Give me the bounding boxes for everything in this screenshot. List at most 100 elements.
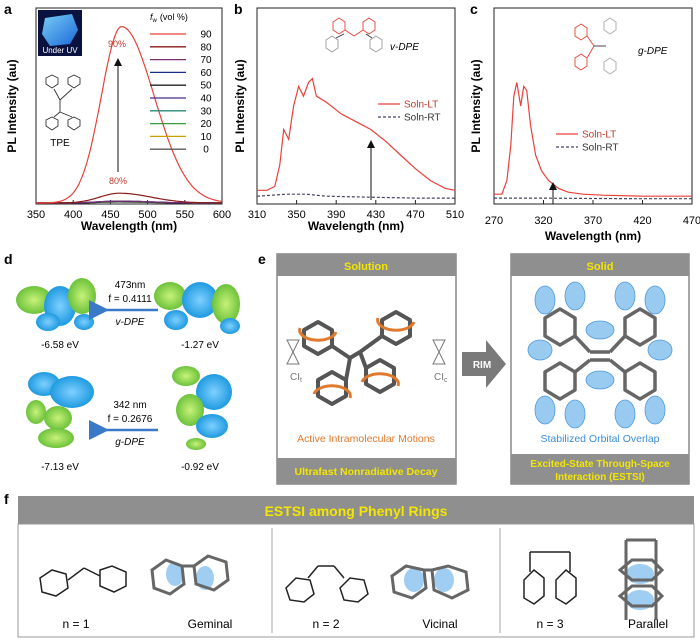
legend-entry: 30 (200, 106, 212, 117)
legend-entry: Soln-RT (582, 143, 619, 154)
chart-c-xlabel: Wavelength (nm) (545, 229, 641, 243)
estsi-title: ESTSI among Phenyl Rings (265, 503, 448, 519)
rim-label: RIM (473, 360, 491, 371)
series-line-soln-rt (256, 193, 455, 199)
legend-entry: 40 (200, 94, 212, 105)
legend-entry: Soln-LT (404, 100, 438, 111)
x-tick-label: 470 (683, 215, 700, 227)
panel-letter-b: b (234, 1, 243, 17)
series-line-90 (36, 26, 223, 204)
chart-a-xlabel: Wavelength (nm) (81, 219, 177, 233)
chart-b: PL Intensity (au) Wavelength (nm) 310 350… (233, 7, 464, 233)
overlap-caption: Stabilized Orbital Overlap (540, 433, 659, 445)
legend-entry: 60 (200, 68, 212, 79)
geminal-3d (150, 554, 230, 596)
chart-b-xlabel: Wavelength (nm) (308, 219, 404, 233)
x-tick-label: 400 (64, 209, 82, 221)
legend-entry: 0 (203, 145, 209, 156)
legend-entry: 50 (200, 81, 212, 92)
legend-title: fw (vol %) (150, 12, 188, 24)
legend-entry: 10 (200, 132, 212, 143)
chart-b-series (256, 77, 456, 199)
solid-box (510, 253, 690, 485)
chart-a: PL Intensity (au) Wavelength (nm) 350 400… (5, 7, 231, 233)
panel-letter-a: a (4, 1, 12, 17)
solid-molecule (543, 307, 657, 401)
vicinal-3d (390, 564, 470, 600)
series-line-80 (36, 192, 222, 204)
g-dpe-molecule (574, 17, 617, 75)
uv-inset-label: Under UV (42, 46, 78, 55)
panel-letter-c: c (470, 1, 478, 17)
chart-b-legend: Soln-LT Soln-RT (378, 100, 441, 124)
panel-letter-d: d (4, 251, 13, 267)
solid-title: Solid (587, 261, 614, 273)
x-tick-label: 320 (534, 215, 552, 227)
wavelength-bottom: 342 nm (113, 400, 146, 411)
x-tick-label: 600 (213, 209, 231, 221)
panel-letter-e: e (258, 251, 266, 267)
legend-entry: 20 (200, 119, 212, 130)
solid-footer-bar (511, 454, 689, 484)
legend-entry: Soln-RT (404, 113, 441, 124)
chart-c-ylabel: PL Intensity (au) (469, 59, 483, 152)
osc-bottom: f = 0.2676 (108, 414, 153, 425)
solid-footer-line1: Excited-State Through-Space (530, 459, 670, 470)
orbital-top-right (154, 282, 240, 334)
orbital-bottom-right (172, 366, 232, 450)
panel-e: Solution Ultrafast Nonradiative Decay CI… (276, 253, 690, 485)
orbital-bottom-left (26, 372, 94, 448)
energy-top-left: -6.58 eV (41, 340, 79, 351)
panel-letter-f: f (4, 491, 9, 507)
chart-a-ylabel: PL Intensity (au) (5, 59, 19, 152)
estsi-frame (17, 523, 695, 638)
legend-entry: 90 (200, 30, 212, 41)
x-tick-label: 500 (138, 209, 156, 221)
x-tick-label: 430 (367, 209, 385, 221)
parallel-name: Parallel (628, 617, 668, 631)
geminal-n: n = 1 (62, 617, 89, 631)
cone-right-icon (432, 339, 446, 365)
solid-orbitals (527, 281, 673, 429)
v-dpe-molecule (325, 17, 383, 53)
legend-entry: Soln-LT (582, 130, 616, 141)
panel-f: ESTSI among Phenyl Rings n = 1 Geminal (17, 496, 695, 638)
x-tick-label: 550 (176, 209, 194, 221)
chart-b-xticks: 310 350 390 430 470 510 (248, 200, 464, 221)
uv-crystal (42, 14, 78, 46)
chart-c-frame (493, 7, 693, 205)
wavelength-top: 473nm (115, 280, 146, 291)
parallel-n: n = 3 (536, 617, 563, 631)
x-tick-label: 420 (633, 215, 651, 227)
parallel-3d (617, 538, 665, 620)
parallel-skeletal (523, 551, 577, 605)
solution-footer-bar (277, 458, 456, 484)
solution-title: Solution (344, 261, 388, 273)
energy-top-right: -1.27 eV (181, 340, 219, 351)
cone-left-icon (286, 339, 300, 365)
series-line-soln-lt (257, 77, 456, 191)
x-tick-label: 450 (101, 209, 119, 221)
x-tick-label: 510 (446, 209, 464, 221)
chart-c: PL Intensity (au) Wavelength (nm) 270 320… (469, 7, 700, 243)
orbital-panel-d: -6.58 eV -1.27 eV -7.13 eV -0.92 eV 473n… (16, 278, 240, 473)
energy-bottom-right: -0.92 eV (181, 462, 219, 473)
x-tick-label: 310 (248, 209, 266, 221)
solution-molecule (302, 310, 412, 406)
legend-entry: 70 (200, 55, 212, 66)
vicinal-n: n = 2 (312, 617, 339, 631)
transition-label-bottom: g-DPE (115, 437, 145, 448)
motion-caption: Active Intramolecular Motions (297, 433, 435, 445)
chart-b-ylabel: PL Intensity (au) (233, 59, 247, 152)
transition-label-top: v-DPE (116, 317, 145, 328)
vicinal-skeletal (285, 565, 369, 603)
solid-footer-line2: Interaction (ESTSI) (555, 472, 644, 483)
rim-arrow (462, 340, 506, 388)
series-line-soln-lt (494, 82, 692, 197)
x-tick-label: 470 (406, 209, 424, 221)
x-tick-label: 370 (584, 215, 602, 227)
vicinal-name: Vicinal (422, 617, 457, 631)
geminal-name: Geminal (188, 617, 233, 631)
